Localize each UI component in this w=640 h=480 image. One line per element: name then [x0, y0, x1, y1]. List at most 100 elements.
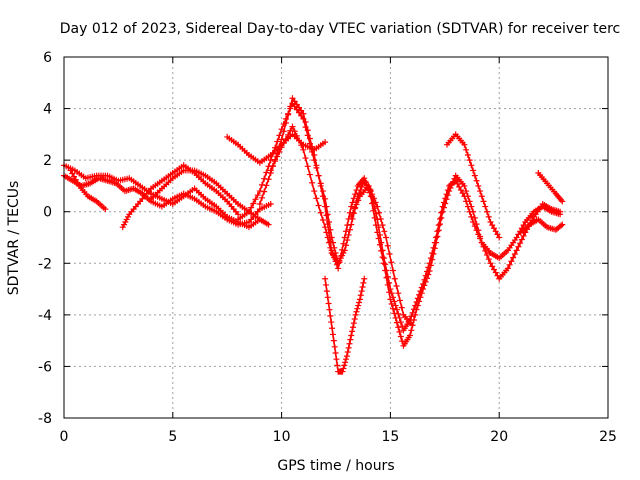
data-point	[254, 192, 261, 199]
data-point	[267, 167, 274, 174]
series-7	[256, 95, 564, 349]
data-point	[485, 256, 492, 263]
data-point	[298, 107, 305, 114]
data-point	[396, 297, 403, 304]
data-point	[285, 131, 292, 138]
data-point	[252, 196, 259, 203]
series-4	[119, 162, 242, 231]
data-point	[259, 194, 266, 201]
data-point	[71, 173, 78, 180]
x-tick-label: 25	[599, 429, 617, 445]
data-point	[382, 267, 389, 274]
data-point	[274, 153, 281, 160]
data-point	[289, 123, 296, 130]
data-point	[517, 240, 524, 247]
data-point	[345, 344, 352, 351]
data-point	[349, 209, 356, 216]
data-point	[367, 187, 374, 194]
data-point	[313, 162, 320, 169]
data-point	[448, 181, 455, 188]
data-point	[450, 178, 457, 185]
data-point	[425, 271, 432, 278]
plot-frame	[63, 56, 609, 419]
data-point	[342, 359, 349, 366]
data-point	[323, 288, 330, 295]
data-point	[361, 175, 368, 182]
data-point	[265, 176, 272, 183]
data-point	[326, 239, 333, 246]
data-point	[494, 272, 501, 279]
data-point	[302, 155, 309, 162]
data-point	[341, 234, 348, 241]
data-point	[340, 240, 347, 247]
grid	[64, 57, 608, 418]
data-point	[235, 211, 242, 218]
data-point	[490, 225, 497, 232]
data-point	[304, 127, 311, 134]
data-point	[489, 222, 496, 229]
series-3	[67, 167, 109, 213]
data-point	[508, 258, 515, 265]
data-point	[345, 231, 352, 238]
x-tick-label: 5	[168, 429, 177, 445]
data-point	[387, 296, 394, 303]
data-point	[520, 232, 527, 239]
data-point	[343, 353, 350, 360]
data-point	[471, 172, 478, 179]
data-point	[398, 304, 405, 311]
data-point	[388, 301, 395, 308]
data-point	[480, 198, 487, 205]
data-point	[375, 235, 382, 242]
data-point	[506, 261, 513, 268]
data-point	[344, 222, 351, 229]
data-point	[353, 201, 360, 208]
data-point	[396, 328, 403, 335]
data-point	[392, 314, 399, 321]
data-point	[559, 198, 566, 205]
data-point	[337, 253, 344, 260]
data-point	[353, 187, 360, 194]
data-point	[350, 195, 357, 202]
data-point	[323, 212, 330, 219]
data-point	[459, 190, 466, 197]
data-point	[510, 254, 517, 261]
data-point	[477, 188, 484, 195]
data-point	[357, 292, 364, 299]
data-point	[374, 229, 381, 236]
data-point	[421, 282, 428, 289]
data-point	[329, 331, 336, 338]
data-point	[478, 239, 485, 246]
data-point	[324, 294, 331, 301]
x-tick-label: 15	[381, 429, 399, 445]
data-point	[430, 251, 437, 258]
data-point	[346, 340, 353, 347]
data-point	[282, 135, 289, 142]
data-point	[504, 265, 511, 272]
data-point	[325, 300, 332, 307]
data-point	[391, 275, 398, 282]
data-point	[513, 234, 520, 241]
data-point	[377, 215, 384, 222]
data-point	[323, 229, 330, 236]
data-point	[278, 144, 285, 151]
data-point	[354, 305, 361, 312]
data-point	[447, 184, 454, 191]
data-point	[442, 200, 449, 207]
data-point	[492, 228, 499, 235]
data-point	[352, 311, 359, 318]
data-point	[490, 266, 497, 273]
data-point	[276, 132, 283, 139]
data-point	[74, 179, 81, 186]
data-point	[280, 140, 287, 147]
data-point	[461, 182, 468, 189]
x-tick-label: 20	[490, 429, 508, 445]
data-point	[395, 290, 402, 297]
chart-title: Day 012 of 2023, Sidereal Day-to-day VTE…	[60, 21, 620, 37]
data-point	[443, 196, 450, 203]
data-point	[437, 221, 444, 228]
data-point	[72, 176, 79, 183]
data-point	[470, 219, 477, 226]
data-point	[327, 312, 334, 319]
data-point	[418, 290, 425, 297]
